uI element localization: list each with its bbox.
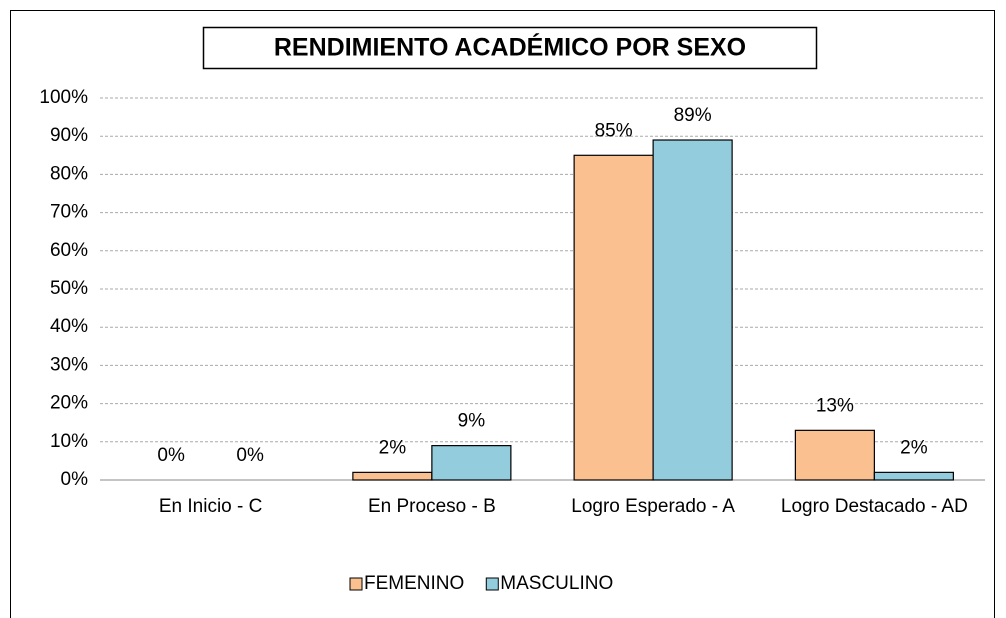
chart-border: [10, 10, 995, 618]
y-tick-label: 0%: [61, 469, 89, 490]
bar: [652, 139, 733, 481]
bar: [352, 471, 433, 481]
x-tick-label: Logro Esperado - A: [571, 496, 735, 517]
legend-label: MASCULINO: [500, 573, 613, 594]
data-label: 0%: [157, 445, 185, 466]
data-label: 85%: [595, 120, 633, 141]
legend-swatch: [485, 577, 499, 591]
data-label: 9%: [458, 411, 486, 432]
x-tick-label: En Proceso - B: [367, 496, 496, 517]
data-label: 2%: [379, 437, 407, 458]
y-tick-label: 80%: [50, 163, 88, 184]
bar: [573, 154, 654, 481]
y-tick-label: 60%: [50, 240, 88, 261]
y-tick-label: 100%: [39, 87, 88, 108]
data-label: 13%: [816, 395, 854, 416]
x-tick-label: En Inicio - C: [158, 496, 263, 517]
legend-label: FEMENINO: [364, 573, 464, 594]
data-label: 0%: [236, 445, 264, 466]
bar: [794, 429, 875, 481]
y-tick-label: 70%: [50, 202, 88, 223]
bar: [431, 445, 512, 481]
chart-title: RENDIMIENTO ACADÉMICO POR SEXO: [274, 33, 746, 62]
title-box: [202, 26, 818, 70]
bar: [873, 471, 954, 481]
y-tick-label: 30%: [50, 354, 88, 375]
y-tick-label: 40%: [50, 316, 88, 337]
y-tick-label: 90%: [50, 125, 88, 146]
x-tick-label: Logro Destacado - AD: [780, 496, 968, 517]
data-label: 2%: [900, 437, 928, 458]
data-label: 89%: [674, 105, 712, 126]
y-tick-label: 50%: [50, 278, 88, 299]
y-tick-label: 10%: [50, 431, 88, 452]
legend-swatch: [349, 577, 363, 591]
y-tick-label: 20%: [50, 393, 88, 414]
